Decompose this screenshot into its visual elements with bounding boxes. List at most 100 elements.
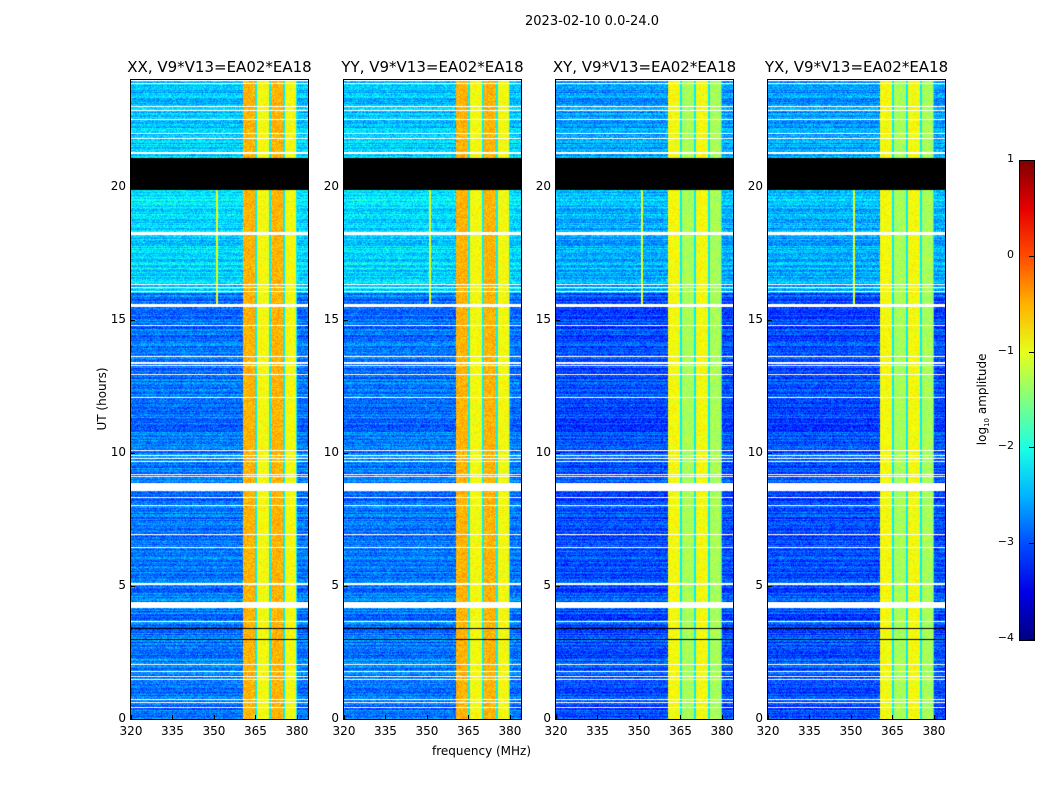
x-tick-label: 380: [285, 724, 309, 738]
x-tick-mark: [721, 715, 723, 719]
x-tick-mark: [892, 715, 894, 719]
x-tick-mark: [468, 715, 470, 719]
colorbar-tick-label: −3: [997, 535, 1014, 549]
x-tick-mark: [809, 715, 811, 719]
y-tick-label: 15: [535, 311, 551, 326]
y-tick-mark: [131, 319, 135, 321]
y-tick-label: 10: [110, 444, 126, 459]
y-tick-mark: [768, 186, 772, 188]
x-tick-label: 335: [798, 724, 821, 738]
y-tick-label: 5: [543, 577, 551, 592]
x-tick-label: 380: [922, 724, 946, 738]
x-tick-mark: [680, 715, 682, 719]
waterfall-heatmap: [343, 79, 522, 720]
x-tick-label: 350: [627, 724, 651, 738]
x-tick-label: 365: [881, 724, 904, 738]
colorbar-tick-mark: [1029, 447, 1034, 449]
x-tick-mark: [509, 715, 511, 719]
x-tick-mark: [556, 715, 557, 719]
colorbar-tick-label: −4: [997, 631, 1014, 644]
x-tick-mark: [933, 715, 935, 719]
x-tick-mark: [131, 715, 132, 719]
x-tick-mark: [850, 715, 852, 719]
y-tick-mark: [556, 719, 560, 720]
y-tick-label: 5: [118, 577, 126, 592]
x-tick-label: 380: [710, 724, 734, 738]
colorbar-tick-label: 1: [1007, 152, 1014, 165]
colorbar-tick-mark: [1029, 639, 1034, 640]
y-tick-mark: [344, 585, 348, 587]
y-tick-label: 15: [747, 311, 763, 326]
y-tick-mark: [344, 719, 348, 720]
colorbar-tick-mark: [1029, 255, 1034, 257]
y-tick-mark: [344, 186, 348, 188]
x-tick-mark: [426, 715, 428, 719]
y-tick-mark: [768, 452, 772, 454]
y-tick-mark: [556, 585, 560, 587]
y-tick-label: 20: [323, 178, 339, 193]
x-tick-label: 335: [374, 724, 397, 738]
waterfall-heatmap: [767, 79, 946, 720]
x-tick-label: 320: [756, 724, 780, 738]
y-tick-mark: [131, 719, 135, 720]
y-tick-label: 10: [747, 444, 763, 459]
y-tick-label: 10: [535, 444, 551, 459]
y-axis-label: UT (hours): [95, 367, 109, 431]
x-tick-label: 365: [457, 724, 480, 738]
x-tick-label: 380: [498, 724, 522, 738]
panel-title: XX, V9*V13=EA02*EA18: [127, 58, 312, 76]
y-tick-label: 0: [755, 711, 763, 725]
y-tick-mark: [131, 452, 135, 454]
x-tick-mark: [385, 715, 387, 719]
y-tick-label: 0: [543, 711, 551, 725]
panel-title: YX, V9*V13=EA02*EA18: [764, 58, 949, 76]
x-tick-mark: [638, 715, 640, 719]
y-tick-mark: [556, 452, 560, 454]
colorbar: [1019, 160, 1035, 641]
y-tick-label: 20: [110, 178, 126, 193]
colorbar-tick-mark: [1029, 351, 1034, 353]
colorbar-tick-label: 0: [1007, 247, 1014, 261]
x-tick-label: 335: [161, 724, 184, 738]
figure-title: 2023-02-10 0.0-24.0: [525, 14, 659, 29]
colorbar-label-rest: amplitude: [974, 353, 989, 418]
x-tick-label: 320: [332, 724, 356, 738]
y-tick-mark: [131, 186, 135, 188]
x-tick-label: 335: [586, 724, 609, 738]
y-tick-mark: [556, 319, 560, 321]
y-tick-mark: [768, 319, 772, 321]
panel-title: XY, V9*V13=EA02*EA18: [552, 58, 737, 76]
y-tick-mark: [556, 186, 560, 188]
colorbar-tick-label: −1: [997, 343, 1014, 357]
y-tick-mark: [344, 452, 348, 454]
x-tick-label: 320: [119, 724, 143, 738]
waterfall-heatmap: [130, 79, 309, 720]
colorbar-label: log10 amplitude: [974, 353, 992, 446]
x-tick-mark: [172, 715, 174, 719]
x-axis-label: frequency (MHz): [432, 744, 532, 758]
y-tick-label: 10: [323, 444, 339, 459]
x-tick-mark: [213, 715, 215, 719]
x-tick-mark: [344, 715, 345, 719]
x-tick-label: 350: [839, 724, 863, 738]
x-tick-mark: [768, 715, 769, 719]
y-tick-mark: [344, 319, 348, 321]
x-tick-mark: [255, 715, 257, 719]
panel-title: YY, V9*V13=EA02*EA18: [341, 58, 524, 76]
y-tick-label: 20: [747, 178, 763, 193]
x-tick-label: 350: [415, 724, 439, 738]
y-tick-mark: [768, 585, 772, 587]
y-tick-label: 5: [331, 577, 339, 592]
y-tick-label: 15: [110, 311, 126, 326]
colorbar-label-sub: 10: [983, 417, 992, 427]
x-tick-mark: [296, 715, 298, 719]
y-tick-label: 5: [755, 577, 763, 592]
y-tick-label: 15: [323, 311, 339, 326]
x-tick-mark: [597, 715, 599, 719]
colorbar-tick-mark: [1029, 543, 1034, 545]
colorbar-label-log: log: [974, 426, 989, 446]
waterfall-heatmap: [555, 79, 734, 720]
colorbar-tick-mark: [1029, 160, 1034, 161]
colorbar-tick-label: −2: [997, 439, 1014, 453]
